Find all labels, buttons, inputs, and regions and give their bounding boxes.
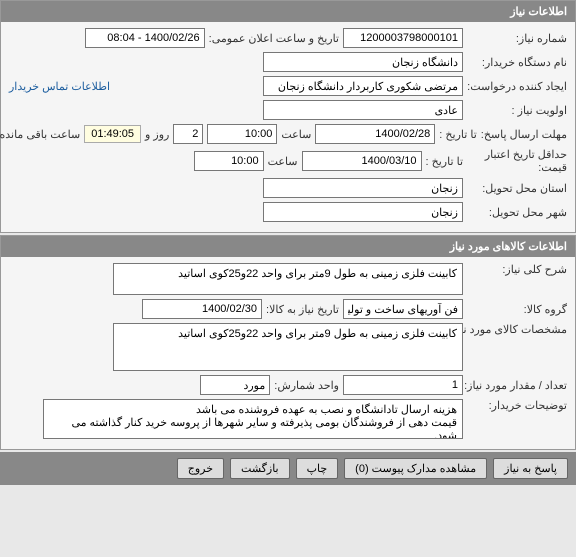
unit-label: واحد شمارش: [274,379,339,392]
docs-count: (0) [355,463,368,475]
view-docs-label: مشاهده مدارک پیوست [372,463,476,475]
good-name-label: شرح کلی نیاز: [467,263,567,276]
group-input[interactable] [343,299,463,319]
public-date-label: تاریخ و ساعت اعلان عمومی: [209,32,339,45]
buyer-org-label: نام دستگاه خریدار: [467,56,567,69]
need-number-label: شماره نیاز: [467,32,567,45]
time-label-1: ساعت [281,128,311,141]
spec-label: مشخصات کالای مورد نیاز: [467,323,567,336]
delivery-city-label: شهر محل تحویل: [467,206,567,219]
goods-date-label: تاریخ نیاز به کالا: [266,303,339,316]
days-label: روز و [145,128,169,141]
notes-label: توضیحات خریدار: [467,399,567,412]
validity-label: حداقل تاریخ اعتبار قیمت: [467,148,567,174]
need-number-input[interactable] [343,28,463,48]
days-input[interactable] [173,124,203,144]
quantity-label: تعداد / مقدار مورد نیاز: [467,379,567,392]
print-button[interactable]: چاپ [296,458,339,479]
time-label-2: ساعت [268,155,298,168]
quantity-input[interactable] [343,375,463,395]
need-info-body: شماره نیاز: تاریخ و ساعت اعلان عمومی: نا… [1,22,575,232]
public-date-input[interactable] [85,28,205,48]
response-time-input[interactable] [207,124,277,144]
validity-time-input[interactable] [194,151,264,171]
view-docs-button[interactable]: مشاهده مدارک پیوست (0) [344,458,487,479]
timer-display: 01:49:05 [84,125,141,143]
buyer-org-input[interactable] [263,52,463,72]
delivery-province-input[interactable] [263,178,463,198]
creator-label: ایجاد کننده درخواست: [467,80,567,93]
response-deadline-label: مهلت ارسال پاسخ: [481,128,567,141]
remaining-label: ساعت باقی مانده [0,128,80,141]
respond-button[interactable]: پاسخ به نیاز [493,458,568,479]
notes-textarea[interactable]: هزینه ارسال تادانشگاه و نصب به عهده فروش… [43,399,463,439]
goods-date-input[interactable] [142,299,262,319]
group-label: گروه کالا: [467,303,567,316]
goods-body: شرح کلی نیاز: کابینت فلزی زمینی به طول 9… [1,257,575,449]
spec-textarea[interactable]: کابینت فلزی زمینی به طول 9متر برای واحد … [113,323,463,371]
good-name-textarea[interactable]: کابینت فلزی زمینی به طول 9متر برای واحد … [113,263,463,295]
priority-label: اولویت نیاز : [467,104,567,117]
delivery-province-label: استان محل تحویل: [467,182,567,195]
goods-header: اطلاعات کالاهای مورد نیاز [1,236,575,257]
delivery-city-input[interactable] [263,202,463,222]
back-button[interactable]: بازگشت [230,458,290,479]
need-info-header: اطلاعات نیاز [1,1,575,22]
to-date-label-1: تا تاریخ : [439,128,476,141]
response-to-date-input[interactable] [315,124,435,144]
to-date-label-2: تا تاریخ : [426,155,463,168]
button-bar: پاسخ به نیاز مشاهده مدارک پیوست (0) چاپ … [0,452,576,485]
goods-panel: اطلاعات کالاهای مورد نیاز شرح کلی نیاز: … [0,235,576,450]
need-info-panel: اطلاعات نیاز شماره نیاز: تاریخ و ساعت اع… [0,0,576,233]
priority-input[interactable] [263,100,463,120]
unit-input[interactable] [200,375,270,395]
creator-input[interactable] [263,76,463,96]
exit-button[interactable]: خروج [177,458,224,479]
validity-to-date-input[interactable] [302,151,422,171]
buyer-contact-link[interactable]: اطلاعات تماس خریدار [9,80,110,93]
